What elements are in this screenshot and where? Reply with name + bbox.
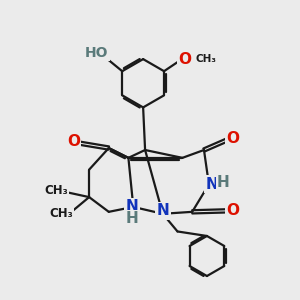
Text: H: H [217,176,230,190]
Text: CH₃: CH₃ [44,184,68,197]
Text: CH₃: CH₃ [196,54,217,64]
Text: O: O [226,203,239,218]
Text: N: N [156,203,169,218]
Text: HO: HO [85,46,108,60]
Text: O: O [178,52,191,67]
Text: O: O [226,131,239,146]
Text: CH₃: CH₃ [49,207,73,220]
Text: N: N [206,177,218,192]
Text: N: N [125,200,138,214]
Text: O: O [67,134,80,149]
Text: H: H [125,211,138,226]
